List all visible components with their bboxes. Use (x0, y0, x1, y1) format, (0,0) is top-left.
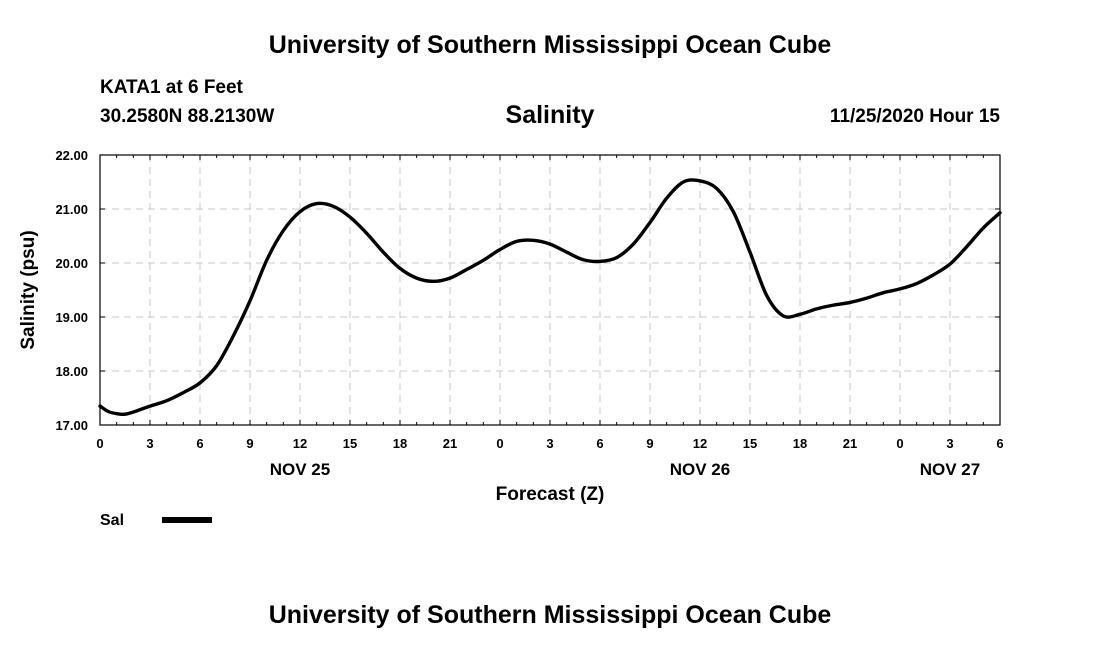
x-tick-label: 0 (896, 436, 903, 451)
grid-lines (100, 155, 1000, 425)
x-tick-label: 21 (443, 436, 457, 451)
x-tick-label: 15 (343, 436, 357, 451)
x-tick-label: 15 (743, 436, 757, 451)
date-label: NOV 27 (920, 460, 980, 479)
series-line-sal (98, 178, 1002, 416)
x-tick-label: 0 (496, 436, 503, 451)
x-tick-label: 6 (596, 436, 603, 451)
legend-label: Sal (100, 512, 124, 529)
y-axis-label: Salinity (psu) (18, 230, 39, 349)
date-label: NOV 26 (670, 460, 730, 479)
x-tick-label: 9 (246, 436, 253, 451)
x-tick-label: 18 (793, 436, 807, 451)
station-coordinates: 30.2580N 88.2130W (100, 106, 275, 127)
axis-labels: 0 3 6 9 12 15 18 21 0 3 6 9 12 15 18 21 0 3 6 17.00 18.00 19.… (55, 148, 1003, 479)
x-tick-label: 12 (693, 436, 707, 451)
x-tick-label: 9 (646, 436, 653, 451)
x-tick-label: 21 (843, 436, 857, 451)
x-axis-label: Forecast (Z) (496, 484, 605, 505)
y-tick-label: 17.00 (55, 418, 88, 433)
bottom-title: University of Southern Mississippi Ocean… (268, 601, 832, 629)
x-tick-label: 0 (96, 436, 103, 451)
y-tick-label: 19.00 (55, 310, 88, 325)
x-tick-label: 3 (946, 436, 953, 451)
y-tick-label: 21.00 (55, 202, 88, 217)
date-label: NOV 25 (270, 460, 330, 479)
axis-ticks (99, 154, 1001, 426)
run-time: 11/25/2020 Hour 15 (829, 106, 1000, 127)
y-tick-label: 18.00 (55, 364, 88, 379)
y-tick-label: 20.00 (55, 256, 88, 271)
y-tick-label: 22.00 (55, 148, 88, 163)
station-name: KATA1 at 6 Feet (100, 77, 243, 98)
x-tick-label: 18 (393, 436, 407, 451)
x-tick-label: 3 (146, 436, 153, 451)
x-tick-label: 6 (996, 436, 1003, 451)
chart-title: Salinity (505, 101, 595, 129)
x-tick-label: 3 (546, 436, 553, 451)
x-tick-label: 6 (196, 436, 203, 451)
top-title: University of Southern Mississippi Ocean… (268, 31, 832, 59)
x-tick-label: 12 (293, 436, 307, 451)
